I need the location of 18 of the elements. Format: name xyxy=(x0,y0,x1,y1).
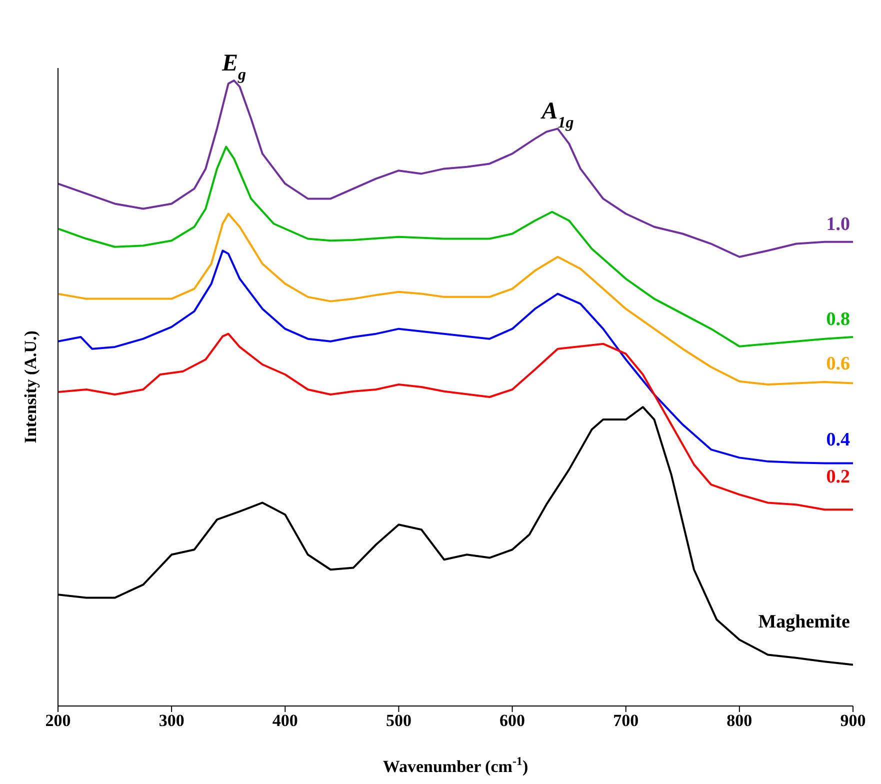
x-tick-label: 800 xyxy=(726,711,752,730)
x-tick-label: 400 xyxy=(272,711,298,730)
x-tick-label: 500 xyxy=(386,711,412,730)
x-tick-label: 900 xyxy=(840,711,866,730)
x-axis-title: Wavenumber (cm$^{-1}$) xyxy=(382,754,528,776)
annotation: E$_{g}$ xyxy=(221,50,246,84)
annotation: A$_{1g}$ xyxy=(540,98,574,132)
x-tick-label: 700 xyxy=(613,711,639,730)
x-tick-label: 200 xyxy=(45,711,71,730)
series-label: 0.6 xyxy=(826,353,850,374)
series-label: 1.0 xyxy=(826,214,850,235)
x-tick-label: 600 xyxy=(500,711,526,730)
series-label: Maghemite xyxy=(758,612,850,633)
series-label: 0.8 xyxy=(826,308,850,330)
series-label: 0.4 xyxy=(826,430,850,451)
y-axis-title: Intensity (A.U.) xyxy=(21,330,40,444)
series-label: 0.2 xyxy=(826,466,850,488)
x-tick-label: 300 xyxy=(158,711,184,730)
